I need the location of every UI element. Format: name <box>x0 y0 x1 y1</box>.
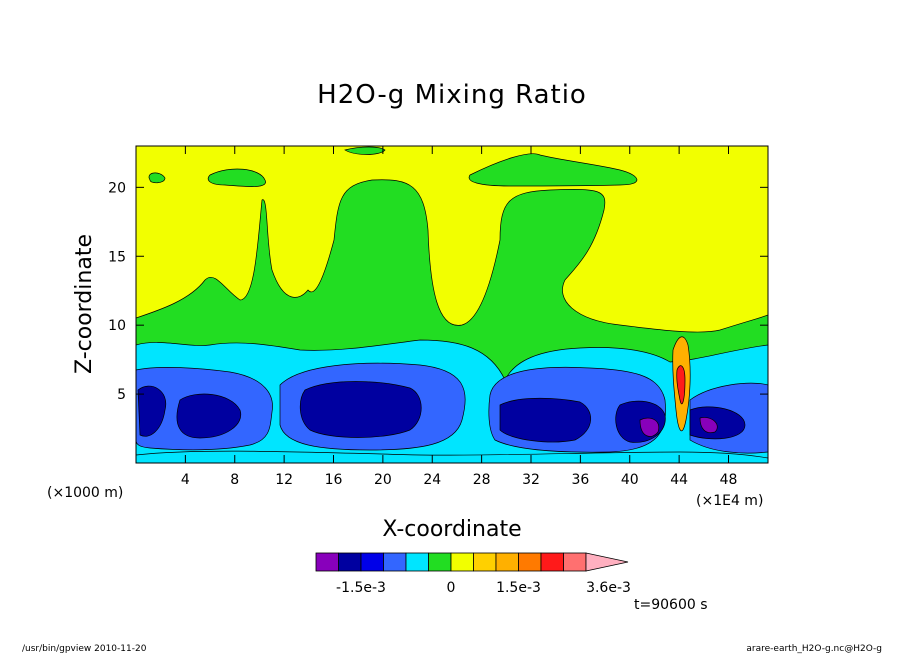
band-cyan-bottom <box>136 450 768 463</box>
x-tick-label: 16 <box>325 472 343 488</box>
x-tick-label: 40 <box>621 472 639 488</box>
x-axis-title: X-coordinate <box>382 517 521 542</box>
footer-left: /usr/bin/gpview 2010-11-20 <box>22 644 147 654</box>
x-tick-label: 32 <box>522 472 540 488</box>
colorbar: -1.5e-3 0 1.5e-3 3.6e-3 <box>315 552 631 596</box>
y-tick-label: 15 <box>108 249 126 265</box>
x-tick-label: 8 <box>230 472 239 488</box>
band-darkblue <box>137 381 746 443</box>
band-blue <box>136 362 768 454</box>
colorbar-swatch <box>563 552 587 572</box>
x-tick-label: 48 <box>720 472 738 488</box>
x-tick-label: 12 <box>275 472 293 488</box>
chart-title: H2O-g Mixing Ratio <box>317 80 587 110</box>
x-scale-note: (×1E4 m) <box>696 493 763 509</box>
colorbar-swatch <box>360 552 384 572</box>
plot-frame <box>135 145 769 464</box>
band-red <box>676 365 686 405</box>
colorbar-swatch <box>338 552 362 572</box>
colorbar-swatch <box>405 552 429 572</box>
colorbar-swatch <box>495 552 519 572</box>
colorbar-extend-arrow <box>585 552 629 572</box>
band-green-top2 <box>207 168 266 187</box>
x-unit-note: (×1000 m) <box>47 485 123 501</box>
contour-field <box>136 146 768 463</box>
colorbar-swatch <box>540 552 564 572</box>
x-tick-label: 36 <box>571 472 589 488</box>
x-tick-label: 24 <box>423 472 441 488</box>
band-green-top4 <box>344 146 386 155</box>
colorbar-swatch <box>450 552 474 572</box>
x-tick-label: 44 <box>670 472 688 488</box>
y-axis-ticks: 5 10 15 20 <box>108 180 768 403</box>
colorbar-swatch <box>428 552 452 572</box>
time-label: t=90600 s <box>634 597 708 613</box>
colorbar-tick-label: 3.6e-3 <box>586 580 631 596</box>
x-tick-label: 4 <box>181 472 190 488</box>
colorbar-tick-label: 1.5e-3 <box>496 580 541 596</box>
colorbar-tick-label: -1.5e-3 <box>336 580 386 596</box>
y-tick-label: 10 <box>108 318 126 334</box>
band-green-top3 <box>468 153 638 187</box>
footer-right: arare-earth_H2O-g.nc@H2O-g <box>746 644 882 654</box>
x-tick-label: 28 <box>473 472 491 488</box>
colorbar-swatch <box>518 552 542 572</box>
band-purple <box>639 417 718 437</box>
band-green-top1 <box>148 172 166 184</box>
colorbar-tick-label: 0 <box>447 580 456 596</box>
x-axis-ticks: 4 8 12 16 20 24 28 32 36 40 44 48 <box>181 146 738 488</box>
y-tick-label: 20 <box>108 180 126 196</box>
y-tick-label: 5 <box>117 387 126 403</box>
colorbar-swatch <box>383 552 407 572</box>
colorbar-swatch <box>315 552 339 572</box>
x-tick-label: 20 <box>374 472 392 488</box>
colorbar-swatch <box>473 552 497 572</box>
y-axis-title: Z-coordinate <box>72 234 97 374</box>
